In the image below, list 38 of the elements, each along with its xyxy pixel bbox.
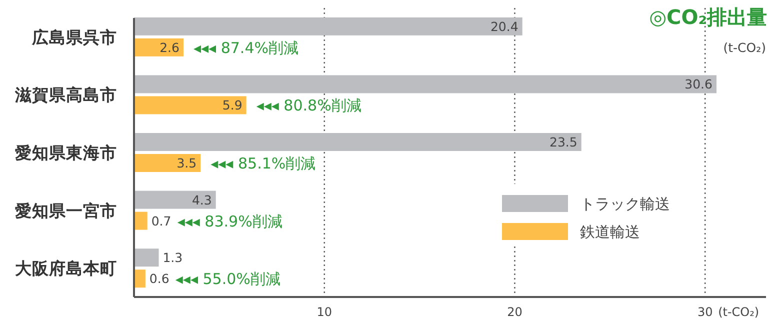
bar (134, 133, 582, 151)
annotation: ◂◂◂ 80.8%削減 (256, 96, 362, 115)
annotation: ◂◂◂ 55.0%削減 (175, 270, 280, 288)
data-label: 30.6 (684, 76, 713, 92)
legend-label: トラック輸送 (580, 195, 670, 213)
bar (134, 38, 184, 56)
y-tick-label: 滋賀県高島市 (14, 86, 117, 105)
bar (134, 154, 201, 172)
y-tick-label: 広島県呉市 (31, 28, 117, 47)
data-label: 5.9 (222, 98, 242, 113)
bar (134, 190, 216, 209)
text: (t-CO₂) (723, 40, 766, 55)
annotation: ◂◂◂ 87.4%削減 (193, 38, 299, 57)
chart-title: ◎CO₂排出量 (649, 5, 767, 29)
data-label: 1.3 (162, 250, 183, 266)
data-label: 3.5 (176, 156, 197, 170)
bar (134, 96, 246, 114)
y-tick-label: 愛知県東海市 (15, 144, 117, 162)
data-label: 4.3 (192, 192, 212, 208)
x-tick-label: 10 (316, 305, 332, 319)
y-tick-label: 大阪府島本町 (15, 259, 117, 278)
data-label: 0.7 (151, 213, 172, 228)
y-tick-label: 愛知県一宮市 (15, 201, 117, 220)
x-tick-label: 30 (697, 305, 713, 319)
bar (134, 270, 146, 288)
legend-label: 鉄道輸送 (580, 223, 640, 241)
x-axis-title: (t-CO₂) (718, 305, 760, 319)
bar (134, 75, 717, 94)
x-tick-label: 20 (507, 305, 522, 319)
bar (134, 212, 148, 230)
bar (134, 248, 159, 267)
annotation: ◂◂◂ 85.1%削減 (210, 154, 316, 172)
data-label: 20.4 (490, 18, 518, 34)
annotation: ◂◂◂ 83.9%削減 (177, 212, 282, 230)
data-label: 2.6 (160, 40, 180, 55)
data-label: 0.6 (149, 271, 170, 286)
data-label: 23.5 (550, 134, 578, 150)
bar (134, 17, 522, 36)
